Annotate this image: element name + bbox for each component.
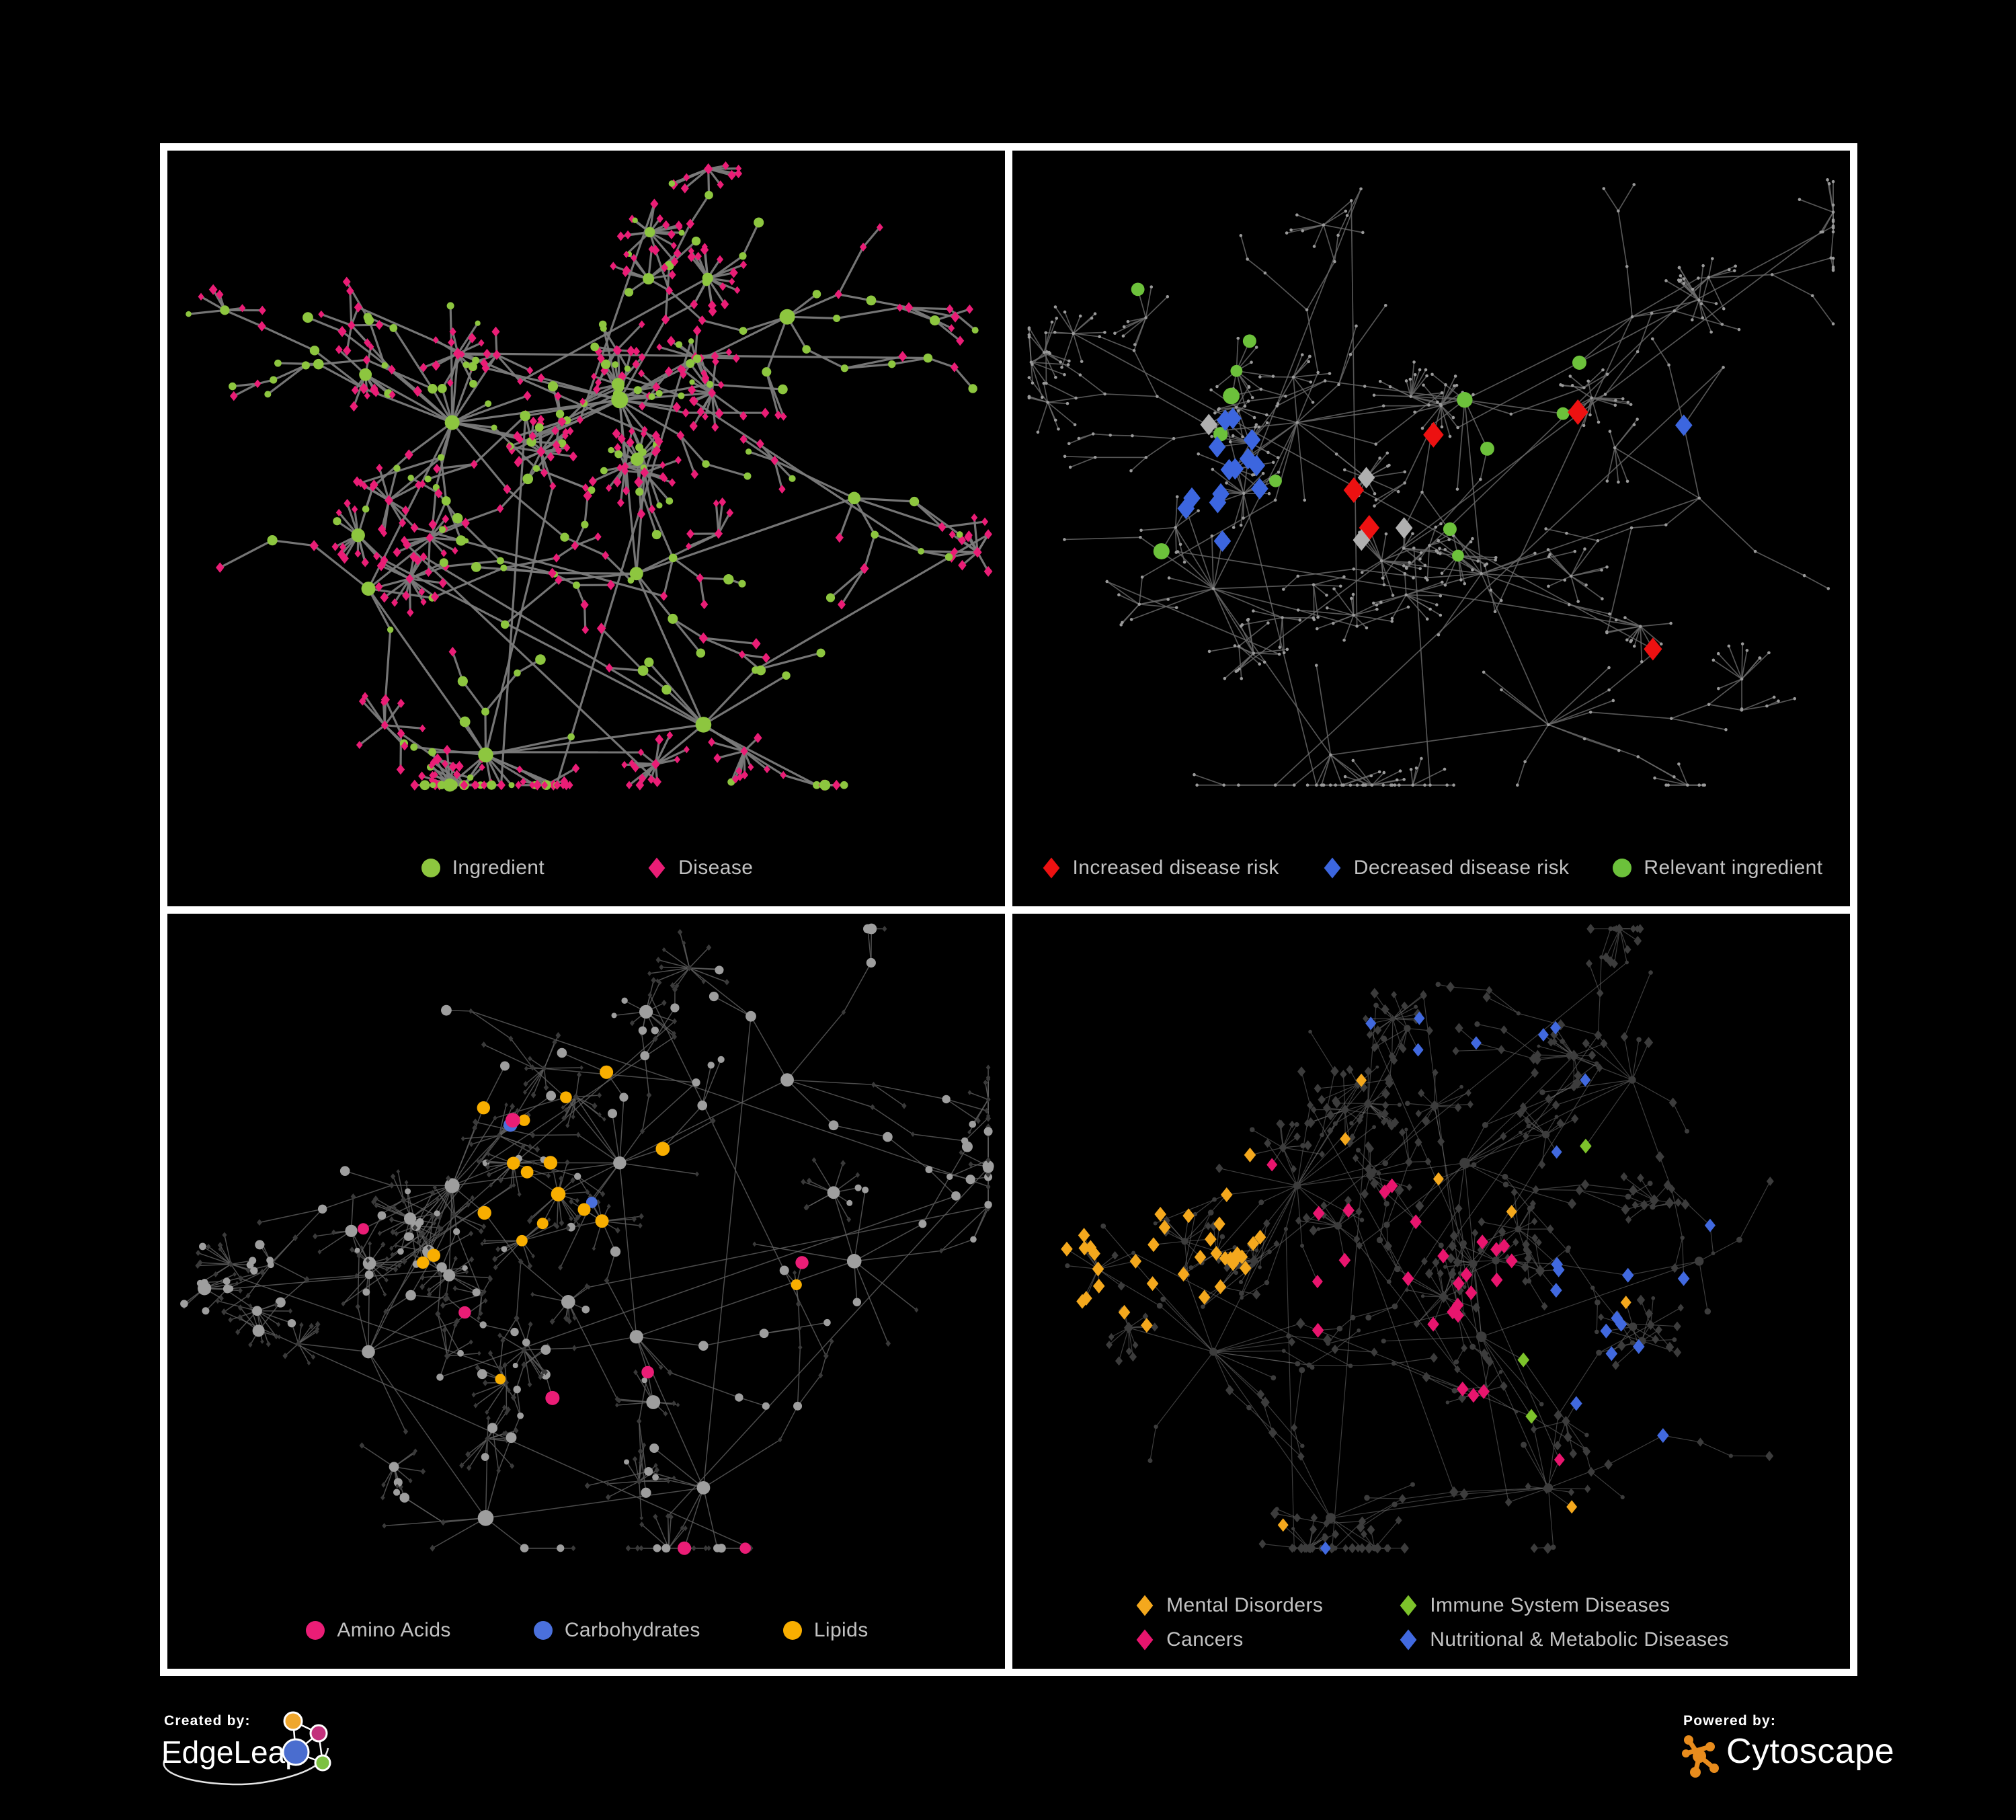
legend-marker-diamond-icon — [1136, 1629, 1154, 1651]
nodes-layer — [1065, 923, 1774, 1554]
legend-disease-risk: Increased disease risk Decreased disease … — [1012, 857, 1850, 879]
legend-item: Ingredient — [419, 857, 545, 879]
nodes-layer — [1027, 178, 1835, 787]
nodes-layer — [180, 923, 994, 1553]
legend-label: Ingredient — [452, 856, 545, 879]
legend-label: Mental Disorders — [1166, 1594, 1324, 1616]
cytoscape-logo-text: Cytoscape — [1726, 1732, 1894, 1771]
edges-layer — [184, 928, 989, 1548]
legend-item: Disease — [645, 857, 753, 879]
legend-item: Amino Acids — [304, 1619, 450, 1642]
legend-marker-diamond-icon — [1043, 857, 1059, 878]
edges-layer — [1029, 180, 1834, 786]
edges-layer — [188, 164, 990, 787]
highlight-nodes-layer — [1131, 282, 1693, 661]
powered-by-block: Powered by: Cytoscape — [1679, 1710, 1962, 1794]
legend-label: Carbohydrates — [564, 1619, 700, 1641]
legend-label: Immune System Diseases — [1430, 1594, 1670, 1616]
panel-nutrient-classes: Amino Acids Carbohydrates Lipids — [167, 913, 1005, 1669]
legend-item: Lipids — [781, 1619, 869, 1642]
legend-nutrient-classes: Amino Acids Carbohydrates Lipids — [167, 1619, 1005, 1642]
panel-disease-classes: Mental Disorders Immune System Diseases Ca… — [1012, 913, 1850, 1669]
legend-marker-diamond-icon — [1136, 1595, 1154, 1616]
legend-item: Increased disease risk — [1040, 857, 1279, 879]
legend-ingredient-disease: Ingredient Disease — [167, 857, 1005, 879]
legend-marker-circle-icon — [306, 1621, 325, 1640]
legend-marker-circle-icon — [533, 1621, 553, 1640]
legend-item: Immune System Diseases — [1397, 1594, 1670, 1617]
network-graph-ingredient-disease — [186, 161, 993, 792]
legend-label: Lipids — [813, 1619, 869, 1641]
cytoscape-logo: Powered by: Cytoscape — [1682, 1713, 1894, 1778]
legend-label: Decreased disease risk — [1353, 856, 1570, 879]
legend-label: Amino Acids — [337, 1619, 451, 1641]
network-graph-disease-classes — [1061, 923, 1774, 1555]
legend-marker-circle-icon — [782, 1621, 802, 1640]
nodes-layer — [186, 161, 993, 792]
legend-item: Decreased disease risk — [1321, 857, 1570, 879]
legend-label: Disease — [678, 856, 754, 879]
edgeleap-logo: Created by: EdgeLeap — [161, 1711, 331, 1786]
edgeleap-logo-text: EdgeLeap — [161, 1735, 303, 1770]
legend-label: Nutritional & Metabolic Diseases — [1430, 1628, 1729, 1651]
legend-item: Carbohydrates — [532, 1619, 700, 1642]
legend-label: Cancers — [1166, 1628, 1244, 1651]
legend-marker-diamond-icon — [1400, 1629, 1417, 1651]
legend-marker-diamond-icon — [1400, 1595, 1417, 1616]
legend-label: Increased disease risk — [1072, 856, 1279, 879]
legend-item: Relevant ingredient — [1611, 857, 1822, 879]
panel-disease-risk: Increased disease risk Decreased disease … — [1012, 151, 1850, 906]
legend-label: Relevant ingredient — [1644, 856, 1823, 879]
highlight-nodes-layer — [1061, 1011, 1716, 1555]
edgeleap-logo-nodes — [282, 1711, 331, 1772]
network-graph-disease-risk — [1027, 178, 1835, 787]
legend-marker-circle-icon — [1613, 858, 1632, 877]
panel-ingredient-disease: Ingredient Disease — [167, 151, 1005, 906]
legend-item: Cancers — [1133, 1628, 1244, 1651]
panels-grid: Ingredient Disease Increased disease risk… — [160, 143, 1857, 1676]
highlight-nodes-layer — [357, 1065, 809, 1555]
cytoscape-logo-icon — [1682, 1735, 1719, 1778]
edges-layer — [1066, 928, 1771, 1548]
legend-marker-diamond-icon — [1324, 857, 1341, 878]
created-by-label: Created by: — [164, 1713, 251, 1729]
powered-by-label: Powered by: — [1683, 1713, 1776, 1729]
legend-disease-classes: Mental Disorders Immune System Diseases Ca… — [1012, 1594, 1850, 1651]
legend-marker-diamond-icon — [648, 857, 666, 878]
legend-marker-circle-icon — [421, 858, 440, 877]
legend-item: Mental Disorders — [1133, 1594, 1323, 1617]
network-graph-nutrient-classes — [180, 923, 994, 1555]
created-by-block: Created by: EdgeLeap — [160, 1710, 348, 1794]
legend-item: Nutritional & Metabolic Diseases — [1397, 1628, 1729, 1651]
